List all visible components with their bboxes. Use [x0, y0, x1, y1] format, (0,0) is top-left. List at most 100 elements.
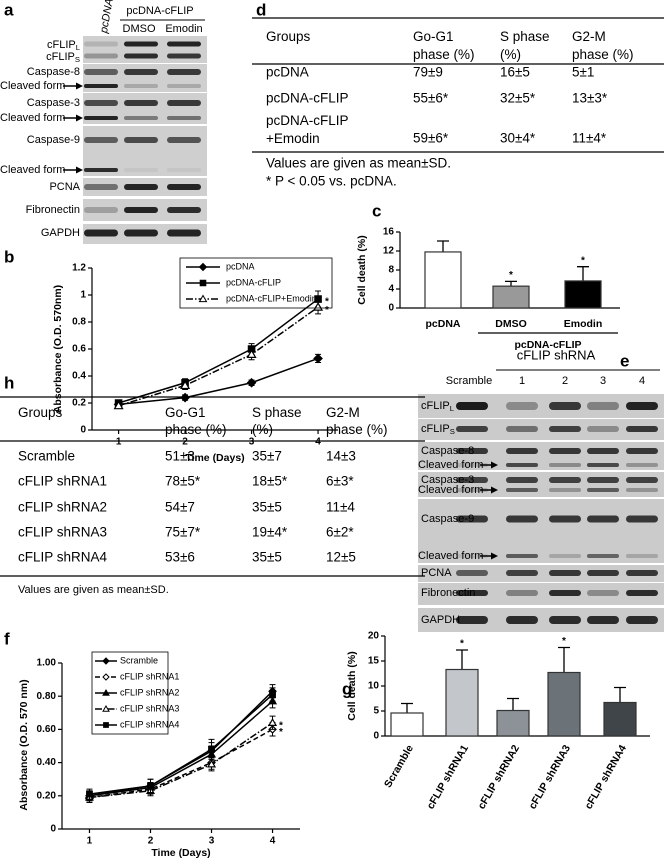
blot-band	[167, 137, 201, 143]
table-cell: 35±7	[252, 449, 282, 464]
y-tick-label: 20	[368, 631, 380, 642]
blot-band	[506, 616, 538, 624]
y-tick-label: 0.20	[37, 790, 57, 801]
y-tick-label: 0	[388, 303, 394, 314]
blot-band	[167, 184, 201, 190]
bar	[492, 285, 530, 309]
column-header-line: G2-M	[326, 405, 360, 420]
table-cell: 59±6*	[413, 131, 449, 146]
column-header-line: Groups	[266, 29, 311, 44]
column-header-line: Go-G1	[413, 29, 454, 44]
x-tick-label: pcDNA	[425, 318, 460, 330]
error-bar	[558, 646, 570, 673]
table-cell: 53±6	[165, 550, 195, 565]
blot-band	[124, 168, 158, 172]
series-line	[89, 700, 274, 797]
x-tick-label: cFLIP shRNA3	[527, 743, 574, 812]
column-header-line: phase (%)	[413, 47, 475, 62]
arrow-head	[76, 166, 83, 174]
blot-row-label: Cleaved form	[0, 164, 65, 176]
marker	[206, 759, 217, 768]
blot-band	[84, 69, 118, 75]
series-line	[89, 690, 274, 797]
blot-band	[587, 590, 619, 596]
blot-band	[124, 116, 158, 120]
blot-row-label: Fibronectin	[421, 587, 475, 599]
blot-band	[167, 69, 201, 75]
blot-row-label: GAPDH	[421, 614, 460, 626]
marker	[246, 377, 257, 388]
legend-frame	[179, 257, 333, 309]
blot-row-label: Caspase-8	[421, 445, 474, 457]
blot-band	[549, 402, 581, 410]
blot-band	[167, 100, 201, 106]
blot-band	[626, 488, 658, 492]
arrow-head	[76, 82, 83, 90]
row-label-line: pcDNA-cFLIP	[266, 113, 349, 128]
marker	[208, 745, 215, 753]
blot-band	[626, 426, 658, 432]
group-label: pcDNA-cFLIP	[126, 5, 193, 17]
y-axis-label: Cell death (%)	[346, 651, 358, 720]
panel-label: f	[4, 629, 10, 648]
blot-band	[506, 477, 538, 483]
series-line	[89, 693, 274, 795]
column-header: Groups	[18, 405, 63, 420]
x-tick-label: 3	[249, 437, 255, 448]
x-tick-label: 1	[87, 836, 93, 847]
blot-band	[587, 570, 619, 576]
blot-band	[167, 168, 201, 172]
blot-row-label: Caspase-9	[27, 134, 80, 146]
error-bar	[437, 240, 449, 252]
blot-band	[626, 448, 658, 454]
blot-band	[84, 116, 118, 120]
blot-band	[506, 488, 538, 492]
blot-row-label: Caspase-3	[27, 97, 80, 109]
blot-band	[506, 570, 538, 576]
series-line	[118, 298, 319, 404]
blot-band	[124, 229, 158, 237]
marker	[113, 400, 124, 410]
blot-band	[124, 69, 158, 75]
column-header-line: phase (%)	[165, 422, 227, 437]
bar	[547, 671, 581, 737]
legend-marker	[103, 722, 109, 728]
blot-band	[549, 554, 581, 558]
marker	[313, 353, 323, 364]
blot-strip	[418, 419, 664, 440]
lane-label: Emodin	[165, 23, 202, 35]
blot-band	[506, 590, 538, 596]
y-tick-label: 1.00	[37, 658, 57, 669]
row-label: pcDNA	[266, 65, 309, 80]
panel-label: h	[4, 373, 14, 392]
y-tick-label: 0	[50, 824, 56, 835]
blot-band	[626, 402, 658, 410]
legend-marker	[102, 657, 110, 665]
table-cell: 19±4*	[252, 525, 288, 540]
row-label: pcDNA-cFLIP +Emodin	[266, 113, 349, 146]
lane-label: 2	[562, 375, 568, 387]
legend-marker	[198, 262, 208, 272]
annotation: *	[279, 727, 283, 738]
x-tick-label: 3	[209, 836, 215, 847]
lane-label: pcDNA	[98, 0, 116, 35]
bar	[496, 709, 530, 737]
blot-row-label: Cleaved form	[418, 550, 483, 562]
blot-row-label: cFLIPS	[421, 423, 455, 436]
x-tick-label: DMSO	[495, 318, 527, 330]
blot-row-label-base: cFLIP	[46, 51, 75, 63]
arrow-head	[491, 461, 498, 469]
blot-band	[124, 100, 158, 106]
y-tick-label: 10	[368, 681, 380, 692]
table-cell: 30±4*	[500, 131, 536, 146]
annotation: *	[581, 255, 585, 266]
column-header: G2-M phase (%)	[572, 29, 634, 62]
blot-band	[626, 616, 658, 624]
column-header-line: Go-G1	[165, 405, 206, 420]
blot-band	[167, 229, 201, 237]
column-header-line: G2-M	[572, 29, 606, 44]
blot-band	[587, 554, 619, 558]
x-tick-label: 1	[116, 437, 122, 448]
column-header: S phase (%)	[252, 405, 302, 437]
blot-band	[506, 448, 538, 454]
